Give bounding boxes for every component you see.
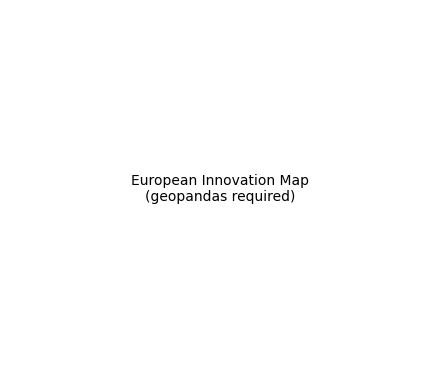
Text: European Innovation Map
(geopandas required): European Innovation Map (geopandas requi… bbox=[132, 174, 309, 204]
